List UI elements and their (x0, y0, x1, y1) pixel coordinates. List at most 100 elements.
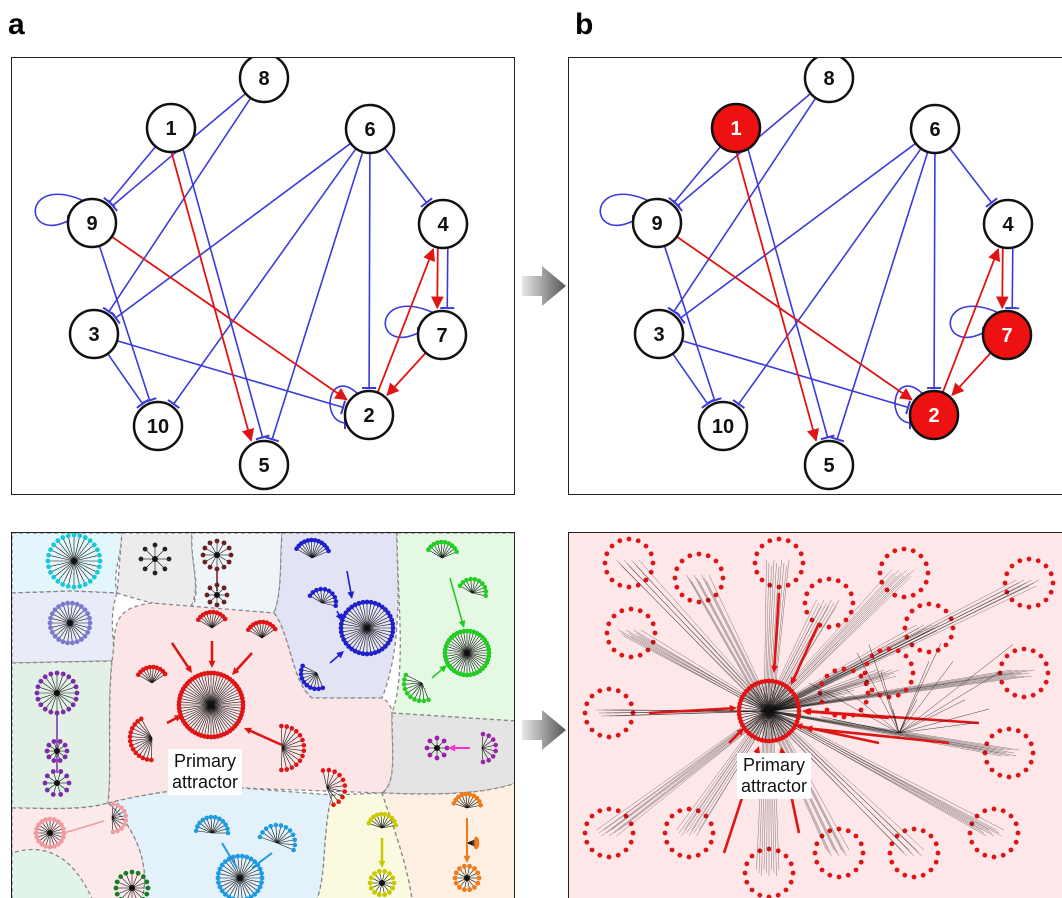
node-9: 9 (66, 197, 118, 249)
attractor-brown-tail (204, 582, 230, 608)
callout-line-1-b: Primary (743, 755, 806, 775)
edge-3-2-inhibition (116, 340, 347, 415)
node-8: 8 (238, 58, 290, 104)
callout-line-2: attractor (172, 772, 239, 792)
attractor-brown (200, 538, 234, 572)
edge-4-7-activation (996, 247, 1009, 310)
basin-region-9 (379, 712, 514, 795)
red-basin-fan-5 (279, 723, 307, 773)
blue-basin-fan-3 (298, 663, 326, 692)
blue-basin-fan-1 (294, 537, 331, 559)
node-label-4: 4 (437, 214, 449, 236)
network-diagram-b: 1 2 3 4 5 6 7 8 9 10 (599, 58, 1034, 491)
node-label-8: 8 (823, 68, 834, 90)
red-basin-arrow-2 (208, 641, 216, 668)
node-3: 3 (633, 308, 685, 360)
red-basin-fan-2 (195, 609, 228, 629)
transition-edge (892, 709, 900, 734)
node-label-7: 7 (1001, 325, 1012, 347)
node-6: 6 (344, 103, 396, 155)
transition-edge (844, 688, 900, 734)
edge-6-10-inhibition (732, 148, 922, 409)
basin-region-3 (190, 533, 283, 614)
node-label-4: 4 (1002, 214, 1014, 236)
node-1: 1 (710, 102, 762, 154)
basin-region-14 (12, 848, 93, 898)
violet-basin-arrow (448, 744, 470, 752)
green-basin-arrow-2 (431, 665, 447, 679)
edge-9-10-inhibition (663, 245, 722, 404)
convergence-arrow-6 (770, 592, 781, 673)
node-5: 5 (803, 439, 855, 491)
basin-state-13 (763, 710, 941, 880)
orange-basin-fan-2 (466, 836, 480, 850)
node-10: 10 (697, 400, 749, 452)
violet-basin-fan (480, 731, 498, 765)
convergence-arrow-9 (804, 708, 980, 725)
red-basin-arrow-1 (170, 642, 192, 673)
attractor-cyan (45, 533, 103, 590)
blue-basin-arrow-3 (329, 651, 344, 664)
edge-6-2-inhibition (927, 152, 942, 390)
attractor-green (442, 628, 492, 678)
node-label-1: 1 (730, 118, 741, 140)
node-label-10: 10 (712, 416, 734, 438)
attractor-black (138, 542, 172, 576)
transition-edge (880, 671, 900, 734)
attractor-darkgreen (113, 869, 151, 898)
basin-region-6 (12, 590, 118, 664)
edge-3-10-inhibition (672, 353, 714, 409)
green-basin-fan-1 (425, 539, 460, 559)
basin-state-1 (602, 536, 774, 712)
pink-basin-fan (110, 801, 129, 835)
transition-edge (898, 699, 918, 734)
basin-region-13 (381, 782, 514, 898)
edge-4-7-activation (431, 247, 444, 310)
edge-9-2-activation (676, 235, 913, 401)
edge-6-2-inhibition (362, 152, 377, 390)
convergence-arrow-1 (648, 704, 737, 715)
transition-edge (898, 642, 942, 734)
edge-1-9-inhibition (103, 145, 157, 208)
panel-label-a: a (8, 8, 25, 41)
red-basin-arrow-3 (232, 652, 253, 675)
basin-region-5 (391, 533, 514, 722)
node-5: 5 (238, 439, 290, 491)
edge-6-3-inhibition (110, 142, 352, 325)
transition-edge (898, 671, 1002, 734)
attractor-orange (452, 863, 482, 893)
transition-edge (832, 719, 900, 734)
node-label-6: 6 (929, 119, 940, 141)
edge-4-7-inhibition (440, 248, 455, 310)
basin-state-19 (763, 576, 856, 712)
network-panel-b: 1 2 3 4 5 6 7 8 9 10 (568, 57, 1062, 495)
node-label-3: 3 (88, 324, 99, 346)
basin-state-10 (662, 710, 774, 860)
basin-region-11 (106, 786, 333, 898)
primary-attractor-diagram (582, 536, 1056, 898)
attractor-landscape-panel: Primary attractor (11, 532, 515, 898)
transition-edge (898, 722, 978, 734)
primary-attractor-panel: Primary attractor (568, 532, 1062, 898)
blue-basin-fan-2 (307, 586, 339, 609)
attractor-blue (338, 599, 396, 657)
blue-basin-arrow-2 (335, 610, 342, 621)
edge-1-5-activation (735, 152, 820, 442)
orange-basin-arrow (463, 818, 471, 863)
node-8: 8 (803, 58, 855, 104)
node-4: 4 (982, 198, 1034, 250)
node-4: 4 (417, 198, 469, 250)
basin-state-18 (672, 551, 774, 712)
transition-edge (898, 644, 1014, 734)
edge-2-4-activation (376, 248, 436, 393)
edge-7-2-activation (951, 352, 992, 396)
convergence-arrow-5 (790, 622, 821, 685)
node-label-1: 1 (165, 118, 176, 140)
attractor-landscape-diagram (12, 533, 514, 898)
primary-attractor-core (736, 678, 802, 744)
transition-edge (898, 661, 954, 734)
basin-region-2 (116, 533, 196, 609)
node-label-5: 5 (823, 455, 834, 477)
edge-3-10-inhibition (107, 353, 149, 409)
yellow-basin-fan (366, 811, 399, 829)
